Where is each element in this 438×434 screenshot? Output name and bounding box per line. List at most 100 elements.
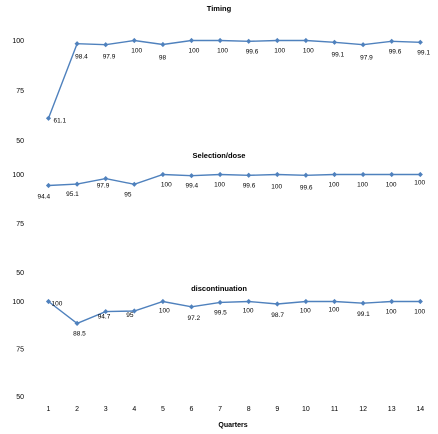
data-label: 97.9 — [360, 55, 373, 62]
data-point — [360, 300, 366, 306]
x-tick-label: 3 — [104, 406, 108, 413]
x-tick-label: 1 — [47, 406, 51, 413]
data-label: 100 — [357, 182, 368, 189]
data-label: 100 — [329, 307, 340, 314]
data-point — [274, 301, 280, 307]
data-point — [417, 39, 423, 45]
y-tick-label: 75 — [16, 88, 24, 95]
data-label: 95 — [124, 191, 132, 198]
data-point — [103, 176, 109, 182]
data-label: 100 — [214, 182, 225, 189]
data-point — [360, 42, 366, 48]
data-point — [246, 38, 252, 44]
data-point — [331, 39, 338, 45]
x-tick-label: 2 — [75, 406, 79, 413]
data-label: 100 — [243, 308, 254, 315]
data-point — [417, 298, 423, 305]
chart-title-1: Timing — [207, 4, 232, 13]
x-tick-label: 13 — [388, 406, 396, 413]
series-line-2 — [48, 173, 421, 187]
series-line-3 — [48, 300, 421, 325]
x-tick-label: 5 — [161, 406, 165, 413]
data-label: 100 — [303, 48, 314, 55]
data-label: 100 — [386, 182, 397, 189]
data-point — [131, 181, 137, 187]
data-point — [331, 171, 338, 178]
data-label: 99.6 — [243, 182, 256, 189]
data-label: 100 — [217, 48, 228, 55]
data-point — [45, 115, 52, 121]
data-label: 99.1 — [417, 49, 430, 56]
data-point — [131, 308, 137, 314]
data-label: 99.5 — [214, 309, 227, 316]
data-label: 100 — [159, 308, 170, 315]
chart-title-3: discontinuation — [191, 284, 247, 293]
data-point — [160, 171, 166, 178]
data-point — [45, 182, 52, 189]
data-point — [274, 37, 280, 44]
data-point — [417, 171, 423, 178]
data-point — [45, 298, 52, 305]
x-tick-label: 10 — [302, 406, 310, 413]
y-tick-label: 75 — [16, 221, 24, 228]
data-label: 94.7 — [98, 314, 111, 321]
data-label: 100 — [414, 309, 425, 316]
data-point — [331, 298, 338, 305]
data-label: 100 — [189, 48, 200, 55]
data-point — [303, 298, 309, 305]
data-point — [217, 37, 223, 44]
data-point — [188, 37, 195, 44]
data-label: 100 — [271, 184, 282, 191]
data-point — [131, 37, 137, 44]
data-point — [389, 171, 395, 178]
data-label: 99.6 — [246, 48, 259, 55]
series-line-1 — [47, 39, 421, 119]
data-label: 97.9 — [97, 183, 110, 190]
data-point — [188, 173, 195, 179]
data-label: 95.1 — [66, 191, 79, 198]
y-tick-label: 50 — [16, 394, 24, 401]
data-point — [303, 37, 309, 44]
y-tick-label: 50 — [16, 270, 24, 277]
data-point — [103, 42, 109, 48]
data-point — [389, 38, 395, 44]
x-tick-label: 8 — [247, 406, 251, 413]
data-label: 99.1 — [357, 311, 370, 318]
data-label: 97.9 — [103, 54, 116, 61]
x-tick-label: 11 — [331, 406, 338, 413]
data-point — [389, 298, 395, 305]
data-point — [303, 172, 309, 178]
data-label: 100 — [52, 301, 63, 308]
data-point — [74, 320, 80, 326]
x-axis-label: Quarters — [218, 422, 247, 429]
data-point — [74, 181, 80, 187]
data-label: 94.4 — [38, 193, 51, 200]
data-point — [217, 171, 223, 178]
data-point — [188, 304, 195, 310]
x-tick-label: 6 — [190, 406, 194, 413]
data-label: 100 — [274, 48, 285, 55]
data-point — [274, 171, 280, 178]
data-label: 100 — [329, 182, 340, 189]
data-point — [246, 172, 252, 178]
data-point — [217, 299, 223, 306]
data-label: 88.5 — [73, 330, 86, 337]
x-tick-label: 9 — [275, 406, 279, 413]
data-point — [160, 298, 166, 305]
data-label: 99.1 — [332, 51, 345, 58]
data-label: 95 — [126, 312, 134, 319]
chart-title-2: Selection/dose — [193, 151, 246, 160]
data-label: 98.4 — [75, 54, 88, 61]
data-point — [103, 308, 109, 315]
data-label: 97.2 — [188, 315, 201, 322]
y-tick-label: 100 — [12, 38, 24, 45]
data-label: 100 — [161, 182, 172, 189]
x-tick-label: 4 — [132, 406, 136, 413]
y-tick-label: 75 — [16, 347, 24, 354]
y-tick-label: 100 — [12, 172, 24, 179]
data-label: 100 — [414, 180, 425, 187]
x-tick-label: 7 — [218, 406, 222, 413]
data-label: 100 — [131, 48, 142, 55]
